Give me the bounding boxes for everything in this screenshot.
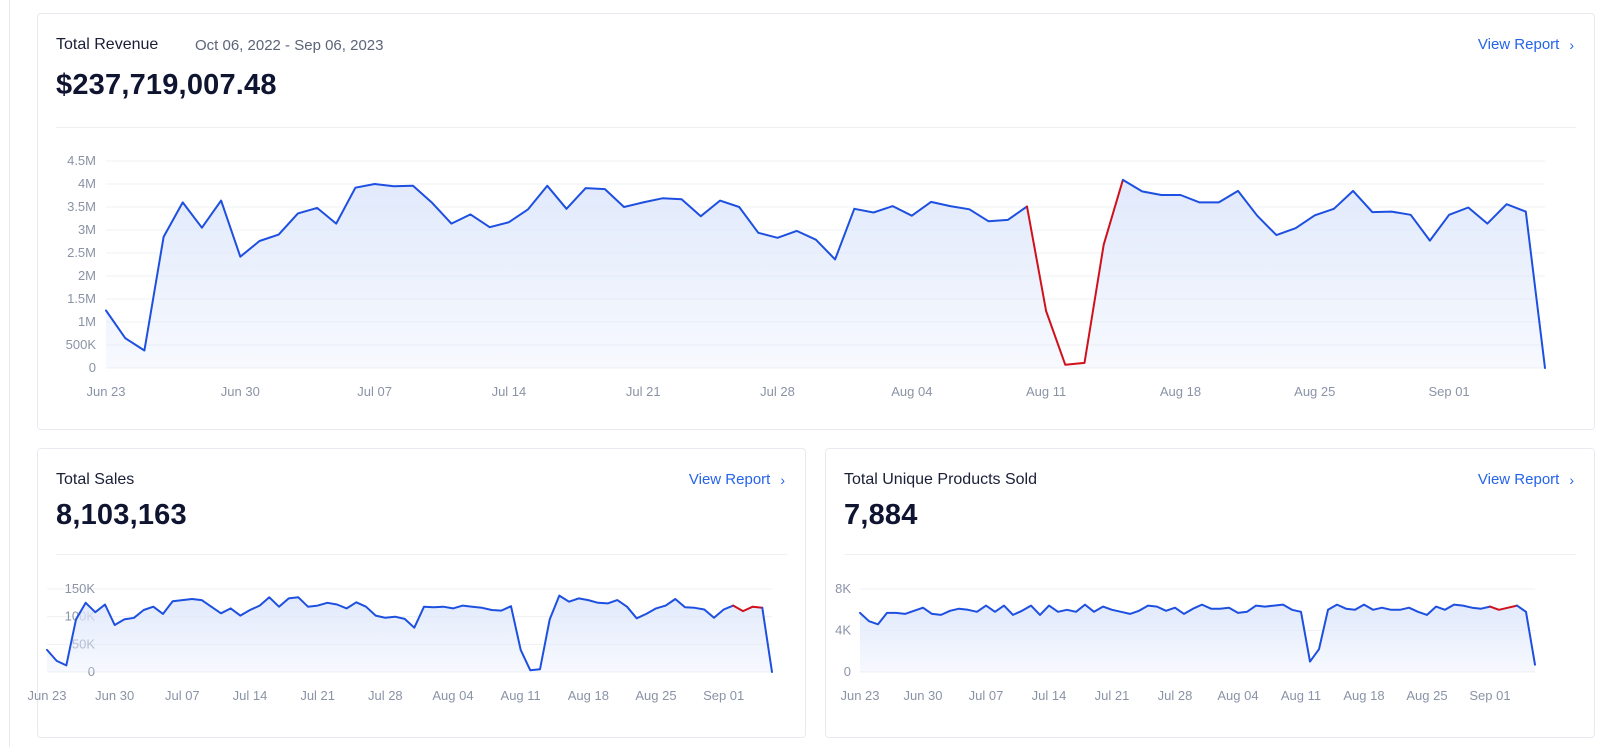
x-tick-label: Aug 11 [1281, 688, 1321, 703]
x-tick-label: Aug 04 [891, 384, 932, 399]
x-tick-label: Jul 28 [368, 688, 403, 703]
x-tick-label: Jul 21 [300, 688, 335, 703]
chevron-right-icon: › [780, 471, 785, 488]
x-tick-label: Sep 01 [1428, 384, 1469, 399]
y-tick-label: 4M [78, 176, 96, 191]
x-tick-label: Jul 14 [1032, 688, 1067, 703]
view-report-label: View Report [1477, 36, 1560, 53]
y-tick-label: 4K [835, 623, 851, 638]
view-report-label: View Report [1477, 471, 1560, 488]
x-tick-label: Aug 11 [501, 688, 541, 703]
revenue-line-chart: 0 500K 1M 1.5M 2M 2.5M 3M 3.5M 4M 4.5M Jun 23 Jun 3… [66, 153, 1546, 399]
x-tick-label: Jun 23 [86, 384, 125, 399]
revenue-value: $237,719,007.48 [56, 69, 277, 101]
x-tick-label: Jun 30 [221, 384, 260, 399]
y-tick-label: 2.5M [67, 245, 96, 260]
view-report-link[interactable]: View Report › [689, 471, 785, 488]
x-tick-label: Jul 21 [626, 384, 661, 399]
area-fill [860, 604, 1535, 672]
anomaly-segment [1489, 604, 1518, 611]
chevron-right-icon: › [1569, 471, 1574, 488]
x-tick-label: Jul 07 [357, 384, 392, 399]
x-tick-label: Jul 14 [492, 384, 527, 399]
card-title: Total Revenue [56, 36, 159, 53]
chevron-right-icon: › [1569, 36, 1574, 53]
y-tick-label: 0 [89, 360, 96, 375]
total-revenue-card: Total Revenue Oct 06, 2022 - Sep 06, 202… [37, 13, 1595, 430]
unique-value: 7,884 [844, 499, 918, 531]
x-tick-label: Aug 25 [1406, 688, 1447, 703]
x-tick-label: Aug 25 [635, 688, 676, 703]
x-tick-label: Aug 04 [432, 688, 473, 703]
x-tick-label: Jun 30 [95, 688, 134, 703]
x-tick-label: Jul 28 [760, 384, 795, 399]
x-tick-label: Aug 25 [1294, 384, 1335, 399]
x-tick-label: Aug 11 [1026, 384, 1066, 399]
total-sales-card: Total Sales View Report › 8,103,163 050K… [27, 448, 806, 738]
x-tick-label: Aug 18 [1343, 688, 1384, 703]
y-tick-label: 8K [835, 581, 851, 596]
x-tick-label: Jun 23 [840, 688, 879, 703]
card-title: Total Sales [56, 471, 135, 488]
y-tick-label: 1.5M [67, 291, 96, 306]
unique-products-line-chart: 0 4K 8K Jun 23 Jun 30 Jul 07 Jul 14 Jul 21 Jul 2… [835, 581, 1536, 703]
y-tick-label: 3M [78, 222, 96, 237]
series-line [1516, 604, 1536, 666]
y-tick-label: 500K [66, 337, 97, 352]
x-tick-label: Jul 07 [165, 688, 200, 703]
y-tick-label: 2M [78, 268, 96, 283]
x-tick-label: Jun 23 [27, 688, 66, 703]
series-line [761, 606, 773, 673]
left-edge-rule [9, 0, 10, 747]
x-tick-label: Jul 28 [1158, 688, 1193, 703]
series-line [105, 183, 1028, 352]
x-tick-label: Aug 04 [1217, 688, 1258, 703]
view-report-label: View Report [688, 471, 771, 488]
view-report-link[interactable]: View Report › [1478, 36, 1574, 53]
x-tick-label: Jun 30 [903, 688, 942, 703]
divider [844, 554, 1576, 555]
card-title: Total Unique Products Sold [844, 471, 1037, 488]
x-tick-label: Sep 01 [703, 688, 744, 703]
divider [56, 127, 1576, 128]
sales-value: 8,103,163 [56, 499, 187, 531]
divider [56, 554, 787, 555]
x-tick-label: Aug 18 [1160, 384, 1201, 399]
x-tick-label: Sep 01 [1469, 688, 1510, 703]
x-tick-label: Jul 21 [1095, 688, 1130, 703]
x-tick-label: Jul 07 [969, 688, 1004, 703]
anomaly-segment [732, 604, 764, 613]
y-tick-label: 150K [65, 581, 96, 596]
anomaly-segment [1026, 178, 1124, 366]
x-tick-label: Jul 14 [233, 688, 268, 703]
series-line [859, 603, 1491, 663]
y-tick-label: 4.5M [67, 153, 96, 168]
x-tick-label: Aug 18 [568, 688, 609, 703]
y-tick-label: 0 [844, 664, 851, 679]
area-fill [47, 595, 772, 672]
area-fill [106, 179, 1545, 368]
y-tick-label: 3.5M [67, 199, 96, 214]
y-tick-label: 1M [78, 314, 96, 329]
date-range: Oct 06, 2022 - Sep 06, 2023 [195, 37, 384, 54]
series-line [1121, 178, 1546, 369]
series-line [46, 594, 735, 672]
total-unique-products-card: Total Unique Products Sold View Report ›… [825, 448, 1595, 738]
view-report-link[interactable]: View Report › [1478, 471, 1574, 488]
